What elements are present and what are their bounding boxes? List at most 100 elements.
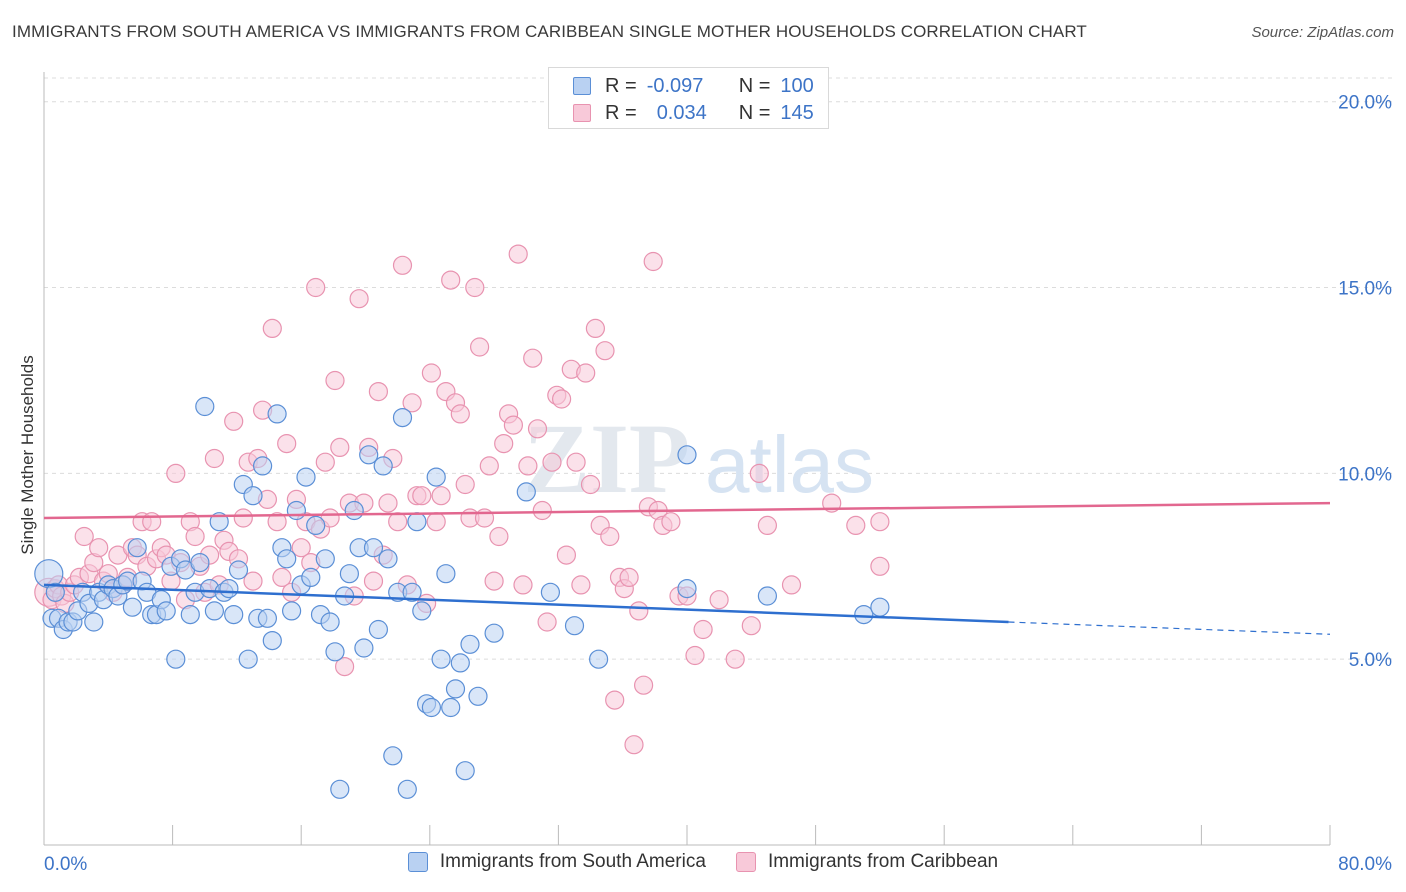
series-legend: Immigrants from South America Immigrants… bbox=[0, 851, 1406, 873]
r-label: R = bbox=[605, 74, 637, 97]
y-tick-label: 20.0% bbox=[1338, 93, 1392, 114]
data-point bbox=[339, 564, 359, 584]
data-point bbox=[757, 586, 778, 606]
data-point bbox=[412, 601, 432, 621]
data-point bbox=[484, 571, 504, 591]
n-value: 100 bbox=[780, 74, 814, 97]
data-point bbox=[89, 538, 109, 558]
data-point bbox=[605, 690, 625, 710]
data-point bbox=[243, 486, 263, 506]
data-point bbox=[296, 467, 316, 487]
data-point bbox=[527, 419, 548, 439]
data-point bbox=[426, 467, 446, 487]
data-point bbox=[576, 363, 596, 383]
data-point bbox=[392, 255, 413, 275]
data-point bbox=[633, 675, 654, 695]
data-point bbox=[436, 564, 456, 584]
data-point bbox=[455, 761, 475, 781]
data-point bbox=[556, 545, 577, 565]
data-point bbox=[455, 474, 475, 495]
data-point bbox=[156, 601, 176, 621]
data-point bbox=[306, 277, 326, 298]
stats-legend: R = -0.097 N = 100 R = 0.034 N = 145 bbox=[548, 67, 829, 129]
data-point bbox=[320, 612, 340, 632]
data-point bbox=[335, 656, 355, 677]
data-point bbox=[643, 251, 663, 272]
data-point bbox=[518, 456, 538, 476]
data-point bbox=[421, 363, 441, 383]
data-point bbox=[503, 415, 524, 435]
data-point bbox=[282, 601, 302, 621]
data-point bbox=[238, 649, 258, 669]
source-label: Source: ZipAtlas.com bbox=[1251, 24, 1394, 41]
data-point bbox=[267, 512, 287, 532]
data-point bbox=[122, 597, 142, 617]
data-point bbox=[363, 538, 384, 558]
data-point bbox=[709, 590, 729, 610]
blue-swatch bbox=[573, 77, 591, 95]
data-point bbox=[233, 508, 253, 528]
data-point bbox=[388, 512, 408, 532]
data-point bbox=[190, 552, 210, 573]
data-point bbox=[431, 649, 451, 669]
data-point bbox=[542, 452, 562, 472]
data-point bbox=[277, 434, 297, 454]
data-point bbox=[180, 604, 200, 625]
data-point bbox=[354, 638, 374, 658]
data-point bbox=[431, 486, 451, 506]
data-point bbox=[224, 604, 244, 625]
data-point bbox=[185, 526, 205, 547]
axes bbox=[43, 72, 1331, 846]
data-point bbox=[749, 463, 769, 483]
legend-item-caribbean: Immigrants from Caribbean bbox=[735, 851, 998, 873]
data-point bbox=[624, 735, 644, 755]
caribbean-trend-line bbox=[43, 501, 1331, 520]
pink-swatch bbox=[735, 852, 756, 872]
data-point bbox=[397, 779, 417, 799]
data-point bbox=[580, 474, 601, 495]
blue-swatch bbox=[407, 852, 428, 872]
data-point bbox=[315, 452, 335, 472]
data-point bbox=[870, 512, 890, 532]
data-point bbox=[421, 697, 441, 718]
data-point bbox=[306, 515, 326, 536]
data-point bbox=[84, 612, 104, 632]
data-point bbox=[564, 616, 585, 636]
n-value: 145 bbox=[780, 101, 814, 124]
data-point bbox=[513, 575, 533, 595]
data-point bbox=[402, 582, 422, 602]
data-point bbox=[286, 500, 306, 521]
data-point bbox=[441, 697, 461, 718]
data-point bbox=[781, 575, 802, 595]
zipatlas-watermark: ZIP atlas bbox=[523, 403, 874, 514]
data-point bbox=[363, 571, 384, 591]
data-point bbox=[301, 567, 321, 588]
data-point bbox=[359, 445, 379, 465]
data-point bbox=[661, 512, 681, 532]
data-point bbox=[725, 649, 745, 669]
south-america-trend-extension bbox=[1008, 621, 1331, 635]
data-point bbox=[315, 549, 335, 569]
pink-swatch bbox=[573, 104, 591, 122]
data-point bbox=[468, 686, 488, 706]
data-point bbox=[344, 500, 364, 521]
legend-row-south-america: R = -0.097 N = 100 bbox=[573, 74, 814, 98]
data-point bbox=[508, 244, 528, 264]
data-point bbox=[228, 560, 249, 580]
data-point bbox=[426, 512, 446, 532]
data-point bbox=[253, 456, 273, 476]
data-point bbox=[74, 526, 94, 547]
legend-item-south-america: Immigrants from South America bbox=[407, 851, 706, 873]
data-point bbox=[412, 486, 432, 506]
data-point bbox=[629, 601, 649, 621]
data-point bbox=[204, 601, 224, 621]
south-america-trend-line bbox=[43, 583, 1009, 624]
data-point bbox=[571, 575, 591, 595]
data-point bbox=[595, 341, 615, 361]
data-point bbox=[532, 500, 552, 521]
data-point bbox=[325, 370, 345, 391]
data-point bbox=[325, 642, 345, 662]
data-point bbox=[272, 567, 292, 588]
caribbean-points bbox=[34, 244, 890, 755]
legend-label: Immigrants from South America bbox=[439, 851, 706, 872]
